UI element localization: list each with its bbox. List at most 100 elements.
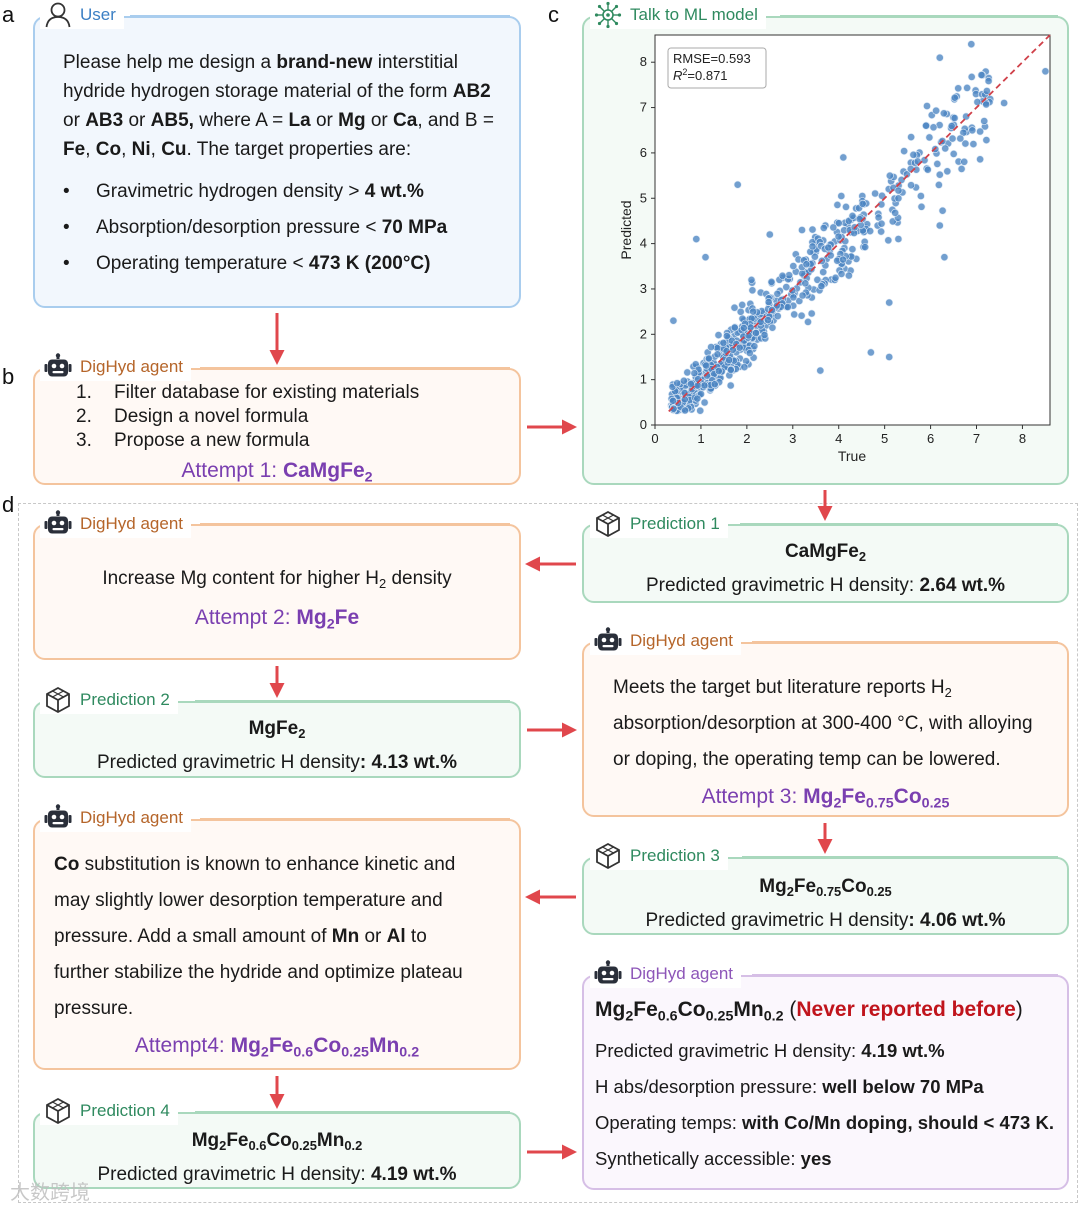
scatter-point	[824, 243, 833, 252]
scatter-point	[738, 300, 747, 309]
scatter-point	[798, 291, 807, 300]
formula-part: Mg	[191, 1130, 220, 1151]
formula-sub: 0.75	[816, 883, 842, 899]
scatter-point	[789, 262, 798, 270]
result-label: Predicted gravimetric H density:	[97, 1164, 371, 1185]
scatter-point	[813, 275, 822, 284]
scatter-point	[933, 159, 942, 168]
prediction4-title: Prediction 4	[40, 1097, 178, 1125]
x-tick-label: 7	[973, 431, 980, 446]
agent3-line1: Meets the target but literature reports …	[613, 670, 1065, 706]
formula-sub: 0.6	[657, 1008, 678, 1025]
scatter-point	[713, 350, 722, 359]
scatter-point	[884, 236, 893, 245]
panel-letter-d: d	[2, 492, 15, 517]
formula-sub: 2	[786, 883, 794, 899]
prediction2-title-label: Prediction 2	[80, 690, 170, 709]
user-ab2: AB2	[452, 81, 491, 102]
bullet-label: Operating temperature <	[96, 253, 309, 274]
user-bullet: Absorption/desorption pressure < 70 MPa	[63, 213, 503, 242]
agent5-line-density: Predicted gravimetric H density: 4.19 wt…	[595, 1033, 1067, 1069]
bullet-value: 473 K (200°C)	[308, 253, 431, 274]
scatter-point	[916, 192, 925, 200]
agent3-title: DigHyd agent	[590, 627, 742, 655]
bullet-value: 70 MPa	[381, 217, 448, 238]
scatter-point	[669, 316, 678, 325]
attempt-label: Attempt 3:	[701, 785, 804, 808]
scatter-point	[844, 271, 853, 280]
user-request-text: Please help me design a brand-new inters…	[63, 48, 503, 164]
scatter-point	[740, 363, 749, 371]
attempt-formula: CaMgFe	[282, 459, 365, 482]
scatter-point	[1041, 67, 1050, 76]
agent5-box	[582, 975, 1069, 1190]
formula-sub: 0.6	[293, 1044, 314, 1061]
scatter-point	[907, 181, 915, 190]
agent4-attempt: Attempt4: Mg2Fe0.6Co0.25Mn0.2	[33, 1031, 521, 1060]
agent4-co: Co	[54, 854, 80, 875]
detail-label: H abs/desorption pressure:	[595, 1076, 823, 1097]
agent2-text: Increase Mg content for higher H2 densit…	[33, 564, 521, 593]
scatter-point	[669, 404, 678, 413]
user-or1: or	[63, 110, 86, 131]
scatter-point	[877, 219, 886, 228]
detail-label: Operating temps:	[595, 1112, 743, 1133]
agent4-line4: further stabilize the hydride and optimi…	[54, 962, 463, 983]
attempt-label: Attempt 2:	[194, 606, 297, 629]
scatter-point	[752, 329, 760, 337]
attempt-formula-sub: 2	[364, 469, 373, 486]
scatter-point	[768, 323, 777, 332]
scatter-point	[816, 366, 825, 375]
agent3-attempt: Attempt 3: Mg2Fe0.75Co0.25	[582, 782, 1069, 811]
scatter-point	[954, 84, 963, 93]
formula-sub: 0.25	[866, 883, 892, 899]
y-tick-label: 5	[640, 190, 647, 205]
scatter-point	[829, 223, 838, 232]
scatter-point	[894, 186, 903, 195]
formula-part: CaMgFe	[784, 541, 859, 562]
formula-part: Mg	[230, 1034, 261, 1057]
scatter-point	[962, 112, 970, 121]
scatter-point	[976, 127, 984, 136]
formula-part: Fe	[633, 998, 658, 1021]
scatter-point	[710, 380, 719, 389]
scatter-point	[900, 147, 908, 155]
scatter-point	[848, 245, 857, 254]
agent2-attempt: Attempt 2: Mg2Fe	[33, 603, 521, 632]
scatter-point	[960, 157, 969, 166]
user-target-list: Gravimetric hydrogen density > 4 wt.% Ab…	[63, 177, 503, 285]
panel-letter-a: a	[2, 2, 15, 27]
agent4-line3: pressure. Add a small amount of Mn or Al…	[54, 919, 516, 955]
scatter-point	[810, 252, 819, 261]
agent3-line2: absorption/desorption at 300-400 °C, wit…	[613, 713, 1033, 734]
scatter-point	[696, 406, 705, 415]
scatter-point	[782, 283, 791, 291]
scatter-point	[702, 361, 711, 370]
x-tick-label: 6	[927, 431, 934, 446]
user-and-b: , and B =	[417, 110, 494, 131]
agent5-line-synth: Synthetically accessible: yes	[595, 1141, 1067, 1177]
scatter-point	[764, 298, 773, 306]
result-value: 4.19 wt.%	[370, 1164, 457, 1185]
agent2-text-sub: 2	[379, 575, 387, 591]
detail-value: 4.19 wt.%	[861, 1040, 945, 1061]
agent2-text-2: density	[386, 568, 452, 589]
user-intro-1: Please help me design a	[63, 52, 277, 73]
agent5-title-line	[752, 974, 1058, 976]
scatter-point	[977, 71, 986, 79]
result-value: : 4.13 wt.%	[359, 752, 458, 773]
formula-sub: 0.25	[705, 1008, 734, 1025]
formula-part: Co	[841, 876, 867, 897]
scatter-point	[935, 221, 944, 230]
scatter-point	[894, 194, 903, 203]
prediction3-result: Predicted gravimetric H density: 4.06 wt…	[582, 906, 1069, 935]
agent3-line1-a: Meets the target but literature reports …	[613, 677, 945, 698]
r2-sup: 2	[682, 67, 687, 77]
user-or3: or	[310, 110, 339, 131]
formula-sub: 0.25	[291, 1137, 317, 1153]
ml-title-label: Talk to ML model	[630, 5, 758, 24]
scatter-point	[804, 317, 812, 326]
scatter-point	[765, 230, 774, 239]
formula-sub: 2	[326, 616, 335, 633]
formula-part: Mn	[368, 1034, 400, 1057]
